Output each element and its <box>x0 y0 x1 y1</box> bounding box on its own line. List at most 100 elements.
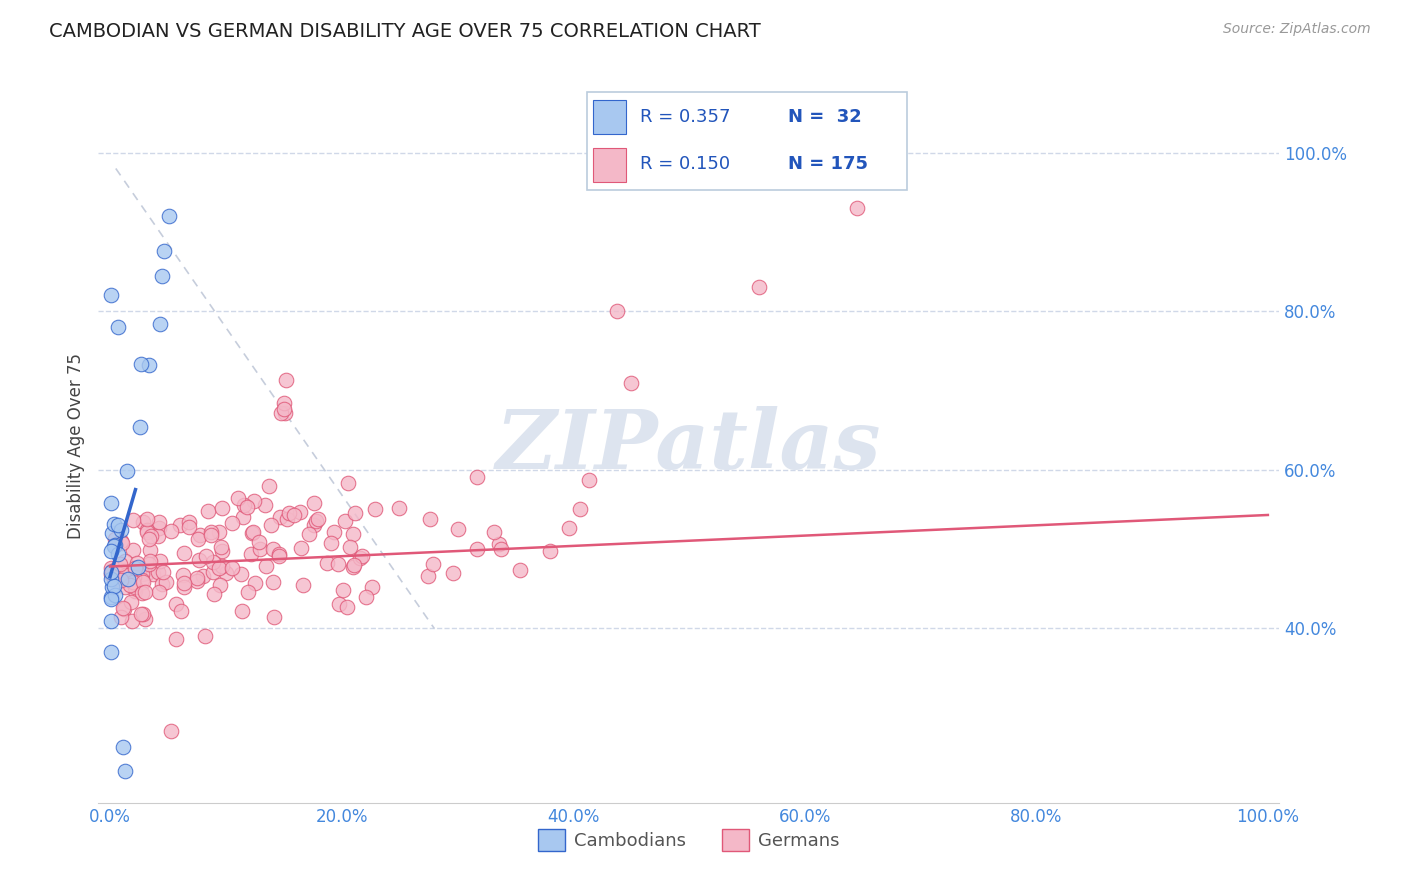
Point <box>207 525 229 540</box>
Point <box>202 587 225 601</box>
Point <box>465 470 488 484</box>
Point <box>328 557 350 571</box>
Point <box>150 577 173 591</box>
Point <box>100 566 122 581</box>
Point <box>146 529 169 543</box>
Point <box>488 536 510 550</box>
Point <box>262 574 284 589</box>
Point <box>169 518 191 533</box>
Point <box>211 544 233 558</box>
Point <box>110 566 132 580</box>
Point <box>125 556 148 570</box>
Point <box>177 515 200 529</box>
Point <box>110 610 132 624</box>
Point <box>209 541 232 555</box>
Point <box>191 569 214 583</box>
Point <box>124 584 146 599</box>
Point <box>257 479 280 493</box>
Point <box>100 565 122 579</box>
Point <box>172 567 194 582</box>
Point <box>100 496 122 510</box>
Point <box>148 515 170 529</box>
Point <box>342 560 364 574</box>
Point <box>238 585 260 599</box>
Point <box>114 580 136 594</box>
Point <box>122 542 145 557</box>
Text: Source: ZipAtlas.com: Source: ZipAtlas.com <box>1223 22 1371 37</box>
Point <box>202 566 225 580</box>
Point <box>108 557 131 571</box>
Point <box>243 575 266 590</box>
Text: R = 0.357: R = 0.357 <box>640 109 730 127</box>
Point <box>179 519 201 533</box>
Point <box>538 543 561 558</box>
Point <box>124 561 146 575</box>
Point <box>118 578 141 592</box>
Point <box>578 473 600 487</box>
Point <box>187 532 209 546</box>
Point <box>134 584 156 599</box>
Point <box>115 464 138 478</box>
Point <box>128 420 150 434</box>
Point <box>103 539 125 553</box>
Point <box>173 546 195 560</box>
Point <box>316 556 339 570</box>
Point <box>270 406 292 420</box>
Point <box>114 554 136 568</box>
Point <box>267 549 290 564</box>
Point <box>620 376 643 390</box>
Point <box>242 524 264 539</box>
Point <box>276 511 298 525</box>
Point <box>208 561 231 575</box>
Point <box>188 553 211 567</box>
Point <box>267 548 290 562</box>
Point <box>100 591 122 605</box>
Point <box>127 560 149 574</box>
Point <box>208 577 231 591</box>
Point <box>606 304 628 318</box>
Point <box>305 514 328 528</box>
FancyBboxPatch shape <box>586 92 907 190</box>
Point <box>226 491 249 505</box>
Point <box>114 764 136 778</box>
Point <box>152 566 174 580</box>
Text: N =  32: N = 32 <box>789 109 862 127</box>
Point <box>103 516 125 531</box>
Point <box>132 574 155 589</box>
Point <box>354 591 377 605</box>
Point <box>202 555 225 569</box>
Point <box>342 527 364 541</box>
Point <box>155 575 177 590</box>
Point <box>441 566 464 580</box>
Point <box>239 548 262 562</box>
Point <box>215 566 238 580</box>
Point <box>247 535 270 549</box>
Point <box>131 586 153 600</box>
Point <box>221 560 243 574</box>
Point <box>194 629 217 643</box>
Point <box>105 561 128 575</box>
Point <box>232 498 254 512</box>
Point <box>236 500 259 515</box>
Point <box>288 505 311 519</box>
Point <box>139 543 162 558</box>
Point <box>136 524 159 538</box>
Point <box>278 506 301 520</box>
Point <box>112 571 135 585</box>
Point <box>148 566 170 580</box>
Point <box>121 614 143 628</box>
Point <box>447 522 470 536</box>
Point <box>100 572 122 586</box>
Point <box>292 578 315 592</box>
Point <box>323 524 346 539</box>
Point <box>135 524 157 539</box>
Point <box>249 541 271 556</box>
Point <box>139 554 162 568</box>
Point <box>100 544 122 558</box>
Point <box>200 528 222 542</box>
Point <box>352 549 374 564</box>
Point <box>100 288 122 302</box>
Point <box>186 571 208 585</box>
Point <box>104 533 127 547</box>
Point <box>129 357 152 371</box>
